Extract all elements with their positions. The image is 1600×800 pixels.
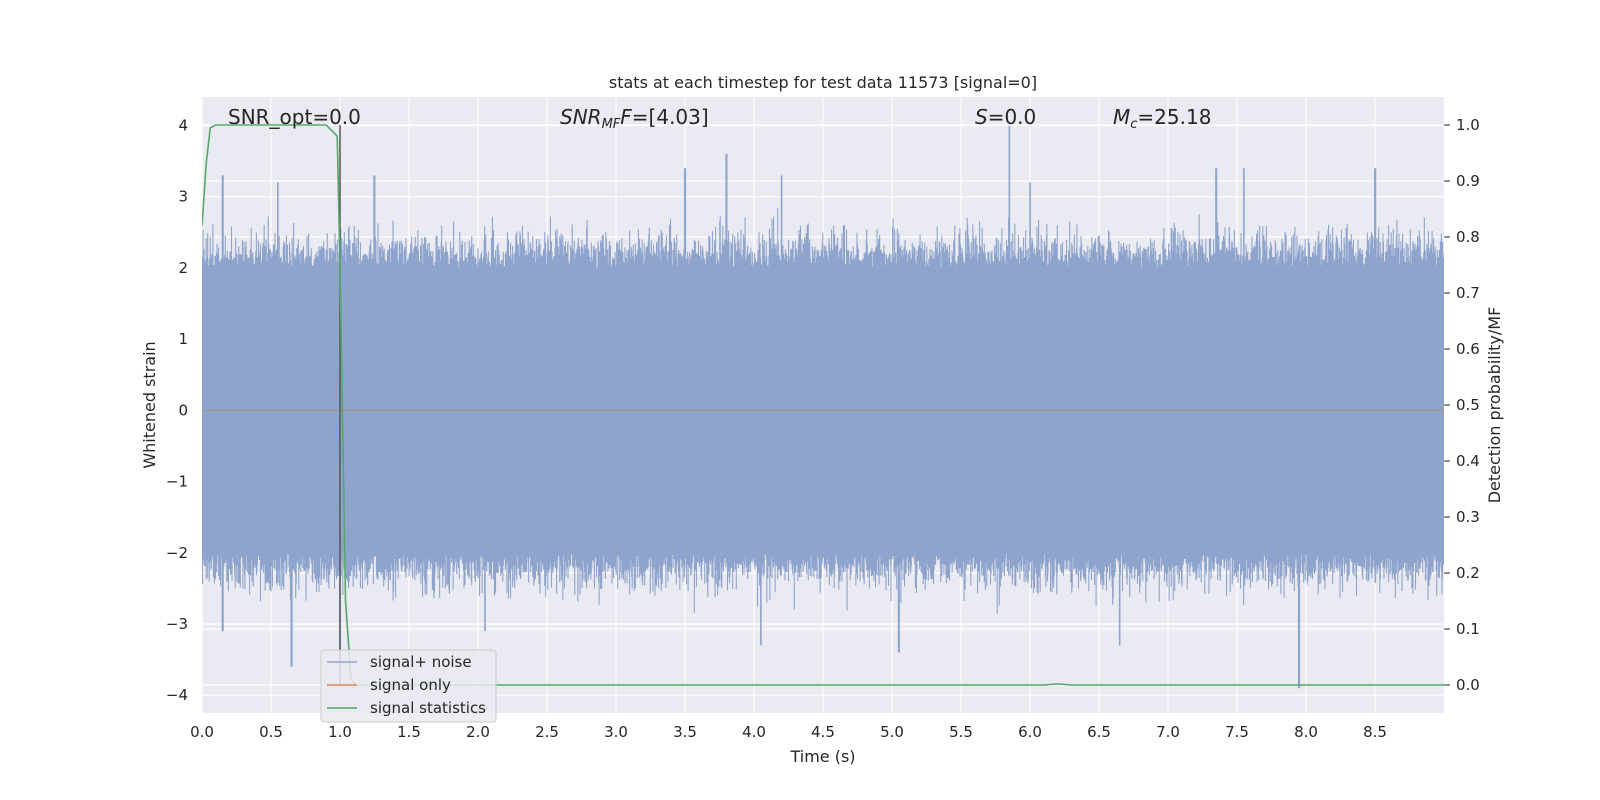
x-tick-label: 4.0 (742, 723, 766, 741)
y-tick-label: −1 (166, 473, 188, 491)
annotation-snr-mf-sub: MF (602, 117, 621, 132)
x-tick-label: 5.5 (949, 723, 973, 741)
y-right-tick-label: 0.1 (1456, 620, 1480, 638)
y-tick-label: 3 (178, 188, 188, 206)
x-tick-label: 0.5 (259, 723, 283, 741)
y-right-tick-label: 1.0 (1456, 116, 1480, 134)
series-signal-statistics (202, 124, 1444, 686)
legend-label-signal-noise: signal+ noise (370, 653, 472, 671)
x-tick-label: 6.0 (1018, 723, 1042, 741)
stats-annotations: SNR_opt=0.0 SNRMFF=[4.03] S=0.0 Mc=25.18 (228, 105, 1211, 132)
x-tick-label: 8.5 (1363, 723, 1387, 741)
x-tick-label: 7.0 (1156, 723, 1180, 741)
annotation-s-main: S (975, 105, 988, 129)
x-tick-label: 6.5 (1087, 723, 1111, 741)
y-right-tick-label: 0.2 (1456, 564, 1480, 582)
chart-title: stats at each timestep for test data 115… (609, 73, 1037, 92)
x-tick-label: 7.5 (1225, 723, 1249, 741)
annotation-mc-main: M (1113, 105, 1130, 129)
x-tick-label: 5.0 (880, 723, 904, 741)
x-tick-label: 8.0 (1294, 723, 1318, 741)
annotation-snr-mf-main: SNR (560, 105, 602, 129)
y-right-tick-label: 0.6 (1456, 340, 1480, 358)
y-tick-label: 4 (178, 116, 188, 134)
series-layer (202, 124, 1444, 689)
annotation-mc-sub: c (1130, 117, 1137, 132)
annotation-snr-mf-f: F (620, 105, 632, 129)
y-tick-label: −4 (166, 686, 188, 704)
y-right-tick-label: 0.7 (1456, 284, 1480, 302)
annotation-snr-mf: SNRMFF=[4.03] (560, 105, 709, 132)
legend-label-signal-statistics: signal statistics (370, 699, 486, 717)
x-tick-label: 1.0 (328, 723, 352, 741)
legend-label-signal-only: signal only (370, 676, 451, 694)
y-tick-label: 0 (178, 401, 188, 419)
x-tick-label: 3.0 (604, 723, 628, 741)
annotation-mc: Mc=25.18 (1113, 105, 1211, 132)
x-axis-label: Time (s) (789, 747, 855, 766)
legend-box (320, 649, 497, 723)
annotation-snr-mf-value: =[4.03] (632, 105, 709, 129)
y-tick-label: 1 (178, 330, 188, 348)
y-right-tick-label: 0.8 (1456, 228, 1480, 246)
annotation-s-value: =0.0 (988, 105, 1037, 129)
x-tick-label: 2.0 (466, 723, 490, 741)
y-right-tick-label: 0.9 (1456, 172, 1480, 190)
x-tick-label: 4.5 (811, 723, 835, 741)
annotation-mc-value: =25.18 (1137, 105, 1211, 129)
y-right-tick-label: 0.0 (1456, 676, 1480, 694)
y-right-tick-label: 0.5 (1456, 396, 1480, 414)
annotation-s: S=0.0 (975, 105, 1036, 129)
legend: signal+ noise signal only signal statist… (320, 649, 497, 723)
x-tick-label: 3.5 (673, 723, 697, 741)
y-axis-label-right: Detection probability/MF (1485, 307, 1504, 504)
annotation-snr-opt: SNR_opt=0.0 (228, 105, 361, 129)
y-right-tick-label: 0.4 (1456, 452, 1480, 470)
y-tick-label: −2 (166, 544, 188, 562)
x-tick-label: 2.5 (535, 723, 559, 741)
y-right-tick-label: 0.3 (1456, 508, 1480, 526)
x-tick-label: 0.0 (190, 723, 214, 741)
y-axis-label: Whitened strain (140, 341, 159, 468)
tick-labels: 0.0 0.5 1.0 1.5 2.0 2.5 3.0 3.5 4.0 4.5 5.0 5.5 6.0 6… (166, 116, 1480, 741)
x-tick-label: 1.5 (397, 723, 421, 741)
y-tick-label: −3 (166, 615, 188, 633)
y-tick-label: 2 (178, 259, 188, 277)
